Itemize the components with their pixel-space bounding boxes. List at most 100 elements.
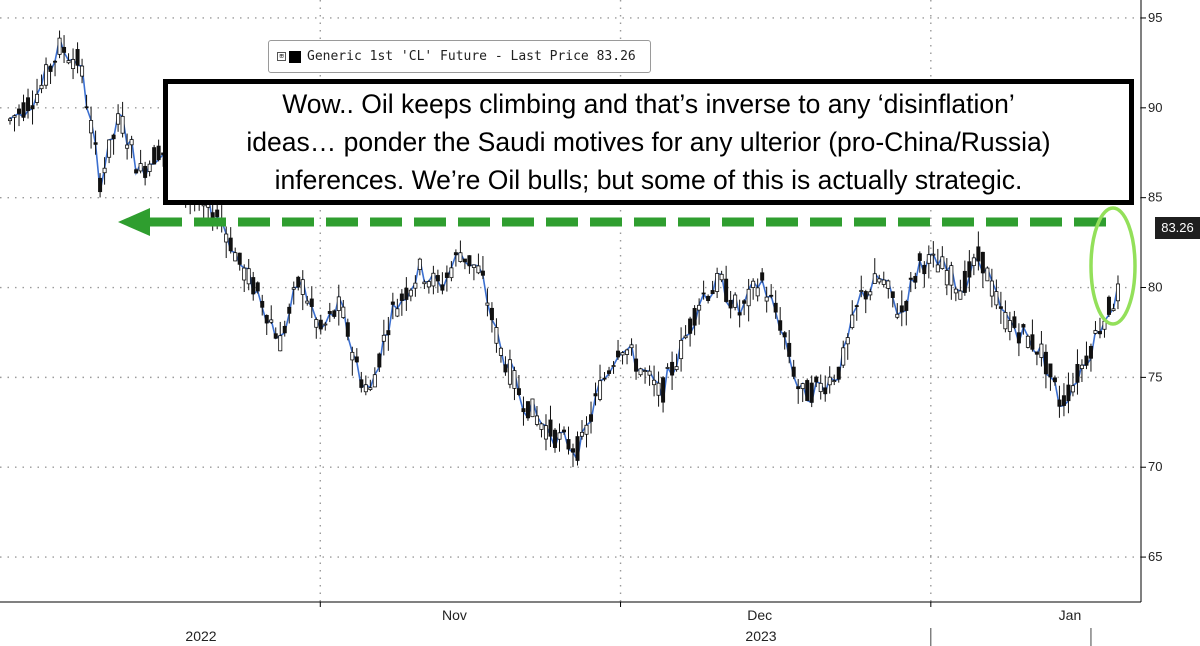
candle-body — [422, 281, 427, 285]
candle-body — [404, 287, 409, 300]
candle-body — [1030, 334, 1035, 350]
candle-body — [1057, 399, 1062, 407]
legend[interactable]: ⊞ Generic 1st 'CL' Future - Last Price 8… — [268, 40, 651, 73]
candle-body — [1052, 377, 1057, 383]
candle-body — [611, 365, 616, 367]
candle-body — [652, 379, 657, 386]
candle-body — [548, 419, 553, 437]
candle-body — [656, 382, 661, 396]
candle-body — [503, 364, 508, 373]
candle-body — [413, 282, 418, 289]
y-tick-label: 80 — [1148, 280, 1162, 295]
candle-body — [944, 270, 949, 286]
candle-body — [498, 347, 503, 356]
candle-body — [1061, 395, 1066, 406]
candle-body — [670, 361, 675, 376]
candle-body — [516, 388, 521, 395]
candle-body — [494, 327, 499, 344]
y-tick-label: 85 — [1148, 190, 1162, 205]
candle-body — [886, 280, 891, 289]
axes — [0, 0, 1142, 603]
candle-body — [345, 322, 350, 337]
candle-body — [724, 278, 729, 302]
candle-body — [390, 301, 395, 305]
candle-body — [120, 115, 125, 134]
candle-body — [57, 37, 62, 55]
y-tick-labels: 65 70 75 80 85 90 95 — [1148, 10, 1162, 564]
candle-body — [634, 358, 639, 372]
candle-body — [480, 270, 485, 276]
candle-body — [1021, 324, 1026, 328]
candle-body — [809, 382, 814, 403]
candle-body — [134, 169, 139, 174]
candle-body — [881, 279, 886, 285]
candle-body — [827, 376, 832, 386]
candle-body — [507, 359, 512, 385]
candle-body — [237, 252, 242, 265]
candle-body — [661, 377, 666, 403]
candle-body — [116, 113, 121, 125]
candle-body — [971, 257, 976, 266]
candle-body — [895, 313, 900, 318]
candle-body — [552, 429, 557, 448]
candle-body — [913, 276, 918, 283]
candle-body — [539, 423, 544, 430]
candle-body — [363, 384, 368, 393]
candle-body — [899, 305, 904, 313]
candle-body — [8, 118, 13, 122]
y-tick-label: 65 — [1148, 549, 1162, 564]
candle-body — [823, 387, 828, 395]
candle-body — [435, 275, 440, 282]
candle-body — [791, 366, 796, 377]
candle-body — [359, 379, 364, 388]
candle-body — [778, 320, 783, 331]
candle-body — [850, 314, 855, 329]
candle-body — [485, 302, 490, 306]
candle-body — [1111, 308, 1116, 311]
candle-body — [1097, 331, 1102, 335]
candle-body — [931, 253, 936, 256]
candle-body — [841, 347, 846, 366]
candle-body — [845, 337, 850, 345]
candle-body — [1070, 385, 1075, 393]
candle-body — [1106, 296, 1111, 315]
candle-body — [444, 272, 449, 278]
candle-body — [125, 144, 130, 149]
candle-body — [453, 252, 458, 256]
y-tick-label: 75 — [1148, 369, 1162, 384]
candle-body — [764, 296, 769, 302]
y-tick-label: 95 — [1148, 10, 1162, 25]
legend-toggle-icon[interactable]: ⊞ — [277, 52, 286, 61]
candle-body — [489, 307, 494, 321]
candle-body — [692, 308, 697, 326]
candle-body — [800, 383, 805, 389]
x-month-label: Nov — [442, 607, 467, 623]
x-tick-labels: NovDecJanFebMarApr20222023 — [185, 607, 1092, 646]
candle-body — [152, 147, 157, 165]
annotation-callout: Wow.. Oil keeps climbing and that’s inve… — [163, 79, 1134, 205]
x-month-label: Jan — [1059, 607, 1082, 623]
candle-body — [904, 301, 909, 311]
candle-body — [21, 102, 26, 118]
candle-body — [282, 325, 287, 334]
candle-body — [372, 374, 377, 388]
candle-body — [602, 377, 607, 380]
candle-body — [48, 65, 53, 72]
candle-body — [872, 273, 877, 284]
candle-body — [638, 368, 643, 376]
candle-body — [233, 252, 238, 262]
candle-body — [710, 290, 715, 295]
candle-body — [1115, 283, 1120, 302]
candle-body — [737, 312, 742, 316]
annotation-line-3: inferences. We’re Oil bulls; but some of… — [274, 165, 1023, 195]
annotation-line-1: Wow.. Oil keeps climbing and that’s inve… — [282, 89, 1015, 119]
candle-body — [643, 370, 648, 372]
y-tick-label: 70 — [1148, 459, 1162, 474]
candle-body — [814, 376, 819, 383]
candle-body — [985, 267, 990, 282]
candle-body — [296, 276, 301, 288]
candle-body — [143, 165, 148, 178]
candle-body — [958, 290, 963, 300]
candle-body — [426, 281, 431, 288]
candle-body — [26, 97, 31, 112]
